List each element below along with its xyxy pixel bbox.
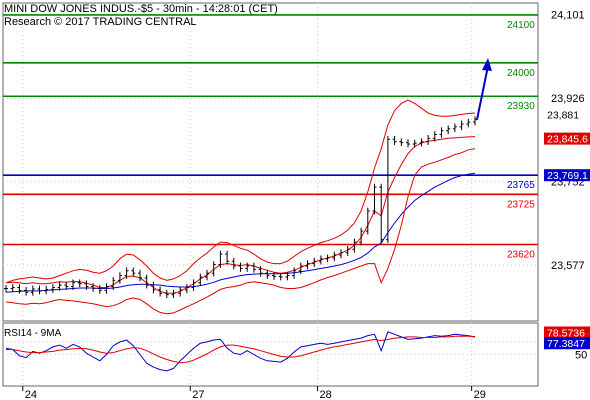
indicator-line: [5, 99, 476, 284]
indicator-line: [5, 172, 476, 293]
rsi-lines: [5, 331, 476, 372]
rsi-value-box: [544, 326, 590, 339]
forecast-arrow-head: [482, 57, 492, 71]
level-label: 23930: [507, 101, 535, 112]
value-label-text: 23,769.1: [547, 170, 588, 182]
indicator-line: [5, 148, 476, 315]
time-tick-label: 24: [25, 389, 37, 400]
forecast-arrow: [476, 57, 492, 120]
price-bars: [4, 116, 477, 299]
rsi-title: RSI14 - 9MA: [4, 328, 62, 339]
price-tick-label: 23,926: [551, 93, 585, 105]
rsi-value-text: 78.5736: [547, 327, 585, 339]
level-label: 23725: [507, 199, 535, 210]
rsi-value-box: [544, 337, 590, 350]
level-label: 23765: [507, 180, 535, 191]
value-label-text: 23,845.6: [547, 134, 588, 146]
rsi-tick-label: 50: [575, 350, 587, 362]
value-label-box: [544, 132, 590, 145]
rsi-line: [6, 335, 476, 364]
rsi-panel: [2, 322, 539, 387]
value-label-box: [544, 169, 590, 182]
price-tick-label: 24,101: [551, 9, 585, 21]
level-lines: [3, 14, 538, 246]
grid: [3, 3, 538, 391]
forecast-arrow-shaft: [476, 65, 489, 120]
time-tick-label: 29: [474, 389, 486, 400]
level-label: 24000: [507, 68, 535, 79]
price-tick-label: 23,577: [551, 260, 585, 272]
rsi-value-text: 77.3847: [547, 338, 585, 350]
time-tick-label: 28: [320, 389, 332, 400]
chart-subtitle: Research © 2017 TRADING CENTRAL: [4, 16, 197, 28]
rsi-line: [5, 331, 476, 372]
time-tick-label: 27: [192, 389, 204, 400]
value-label-text: 23,881: [547, 110, 579, 122]
value-label-box: [544, 108, 590, 121]
series-lines: [5, 99, 476, 315]
price-panel: [2, 2, 539, 322]
level-label: 23620: [507, 249, 535, 260]
chart-title: MINI DOW JONES INDUS.-$5 - 30min - 14:28…: [4, 3, 278, 15]
level-label: 24100: [507, 20, 535, 31]
